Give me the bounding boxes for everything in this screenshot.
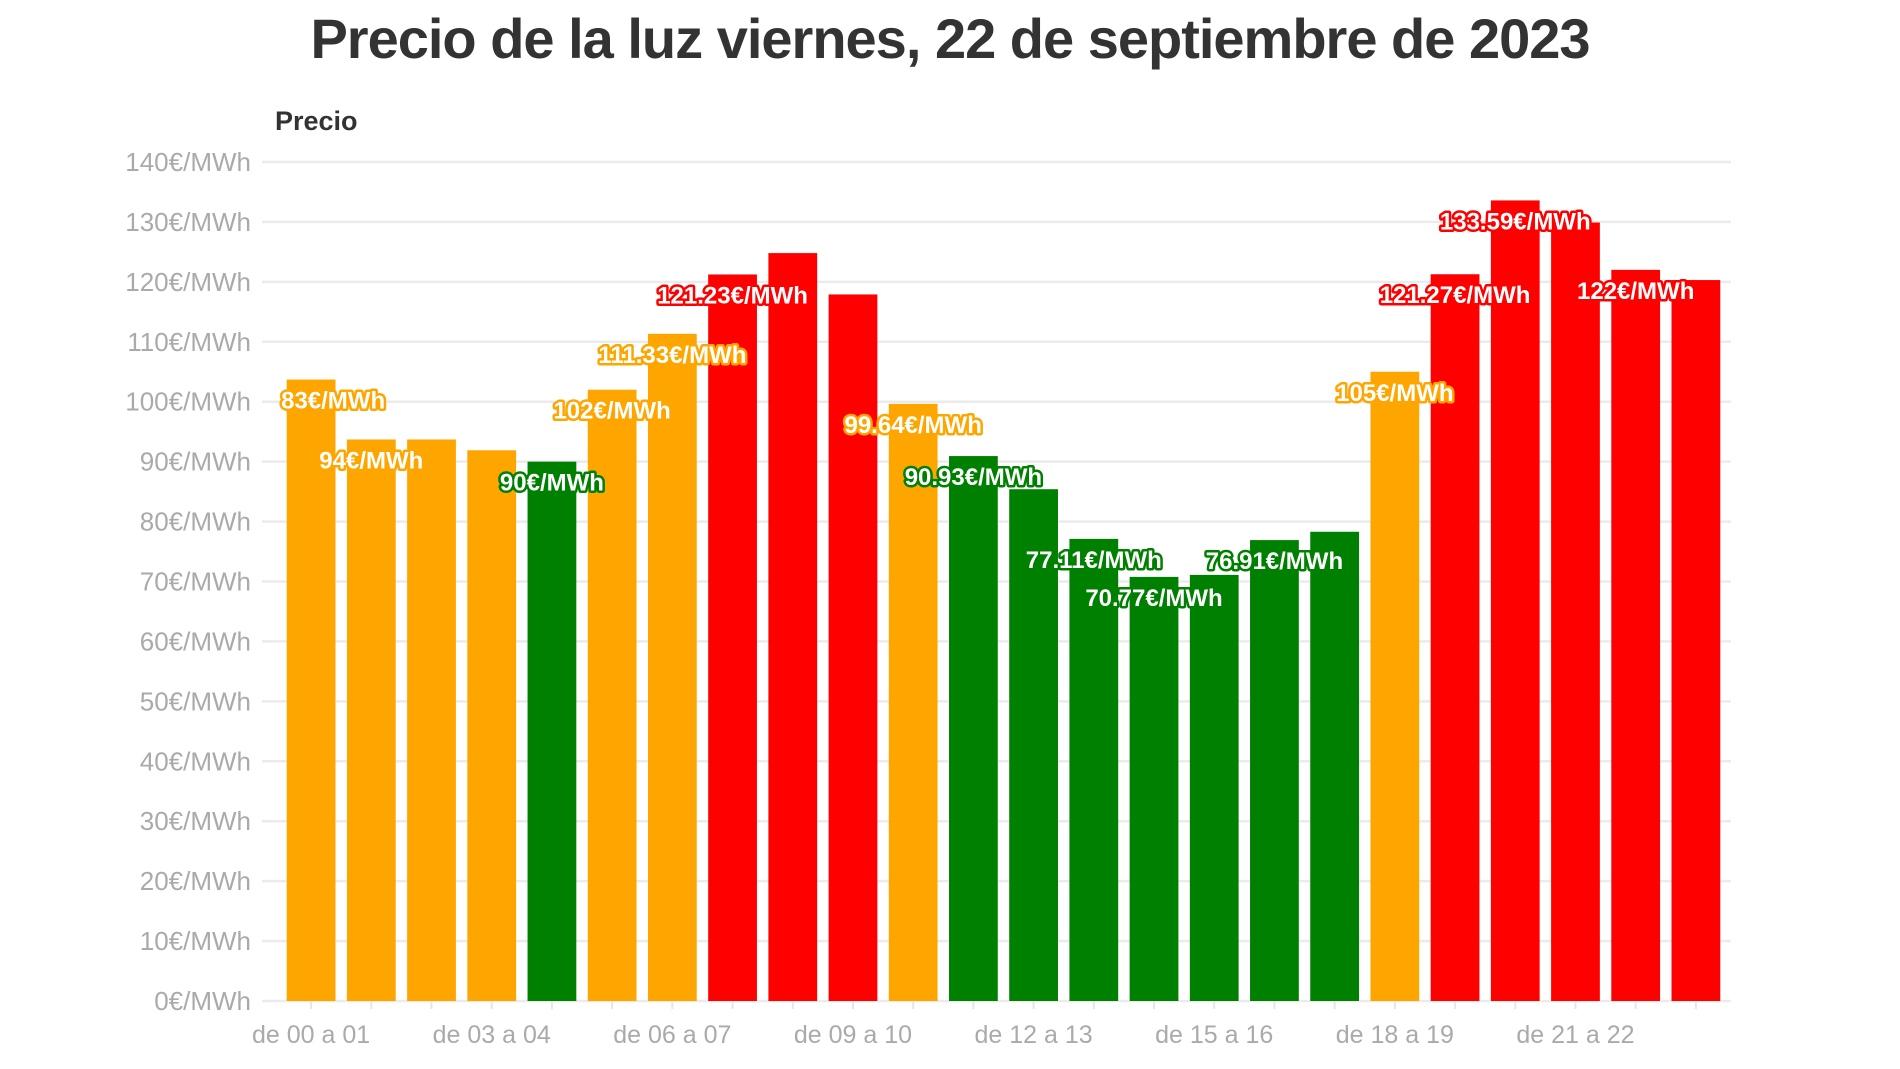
bar xyxy=(1189,574,1239,1001)
y-tick-label: 140€/MWh xyxy=(125,147,251,177)
x-tick-label: de 03 a 04 xyxy=(433,1021,551,1049)
x-tick-label: de 09 a 10 xyxy=(794,1021,912,1049)
bar xyxy=(1671,280,1721,1001)
data-label: 83€/MWh xyxy=(281,388,385,415)
bar xyxy=(647,333,697,1002)
bar xyxy=(1611,269,1661,1001)
data-label: 76.91€/MWh xyxy=(1206,548,1343,575)
bar xyxy=(286,379,336,1001)
data-label: 99.64€/MWh xyxy=(844,412,981,439)
data-label: 122€/MWh xyxy=(1577,278,1694,305)
y-tick-label: 20€/MWh xyxy=(140,866,251,896)
data-label: 121.27€/MWh xyxy=(1380,282,1531,309)
bar xyxy=(1430,274,1480,1001)
bar xyxy=(346,439,396,1001)
y-axis-label: Precio xyxy=(275,106,358,136)
bar xyxy=(1551,222,1600,1002)
x-tick-label: de 12 a 13 xyxy=(975,1021,1093,1049)
y-tick-label: 100€/MWh xyxy=(125,387,251,417)
bar xyxy=(587,389,637,1001)
bar xyxy=(828,294,878,1001)
y-tick-label: 60€/MWh xyxy=(140,626,251,656)
data-label: 105€/MWh xyxy=(1336,380,1453,407)
bar xyxy=(1370,371,1420,1001)
y-tick-label: 40€/MWh xyxy=(140,746,251,776)
x-tick-label: de 15 a 16 xyxy=(1155,1021,1273,1049)
data-label: 133.59€/MWh xyxy=(1440,208,1591,235)
y-tick-label: 50€/MWh xyxy=(140,686,251,716)
y-tick-label: 120€/MWh xyxy=(125,267,251,297)
data-label: 70.77€/MWh xyxy=(1085,585,1222,612)
data-label: 77.11€/MWh xyxy=(1026,547,1162,574)
y-tick-label: 30€/MWh xyxy=(140,806,251,836)
bar xyxy=(1009,489,1058,1001)
chart-title: Precio de la luz viernes, 22 de septiemb… xyxy=(310,7,1590,70)
bar xyxy=(1129,576,1179,1001)
bar xyxy=(407,439,456,1001)
x-tick-label: de 06 a 07 xyxy=(613,1021,731,1049)
x-tick-label: de 21 a 22 xyxy=(1516,1021,1634,1049)
bar xyxy=(527,461,577,1002)
data-label: 121.23€/MWh xyxy=(657,282,808,309)
y-tick-label: 80€/MWh xyxy=(140,507,251,537)
data-label: 94€/MWh xyxy=(319,447,423,474)
data-label: 102€/MWh xyxy=(553,398,670,425)
y-tick-label: 0€/MWh xyxy=(154,986,251,1016)
data-label: 90€/MWh xyxy=(500,470,604,497)
x-tick-label: de 18 a 19 xyxy=(1336,1021,1454,1049)
y-tick-label: 110€/MWh xyxy=(127,327,251,357)
bar xyxy=(888,403,938,1001)
bar xyxy=(467,450,517,1001)
bar xyxy=(949,456,998,1002)
bar xyxy=(1069,538,1119,1001)
bar xyxy=(1490,200,1540,1002)
y-tick-label: 10€/MWh xyxy=(140,926,251,956)
data-label: 90.93€/MWh xyxy=(905,464,1042,491)
bar xyxy=(1250,540,1299,1001)
bar xyxy=(708,274,757,1001)
x-tick-label: de 00 a 01 xyxy=(252,1021,370,1049)
y-tick-label: 70€/MWh xyxy=(140,567,251,597)
bar xyxy=(1310,531,1360,1001)
y-tick-label: 90€/MWh xyxy=(140,447,251,477)
y-tick-label: 130€/MWh xyxy=(125,207,251,237)
data-label: 111.33€/MWh xyxy=(598,342,746,369)
bar xyxy=(768,253,818,1001)
